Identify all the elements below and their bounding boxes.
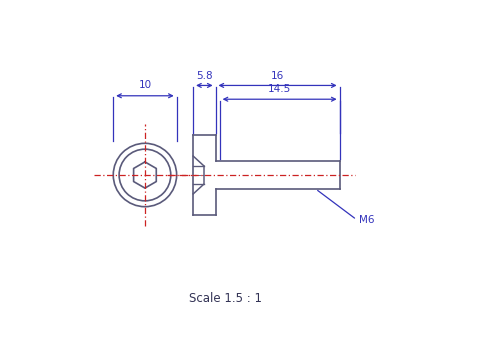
Text: M6: M6 (358, 215, 374, 225)
Text: 10: 10 (138, 80, 151, 90)
Text: Scale 1.5 : 1: Scale 1.5 : 1 (190, 293, 262, 306)
Text: 14.5: 14.5 (268, 84, 291, 94)
Text: 16: 16 (271, 71, 284, 80)
Text: 5.8: 5.8 (196, 71, 212, 80)
